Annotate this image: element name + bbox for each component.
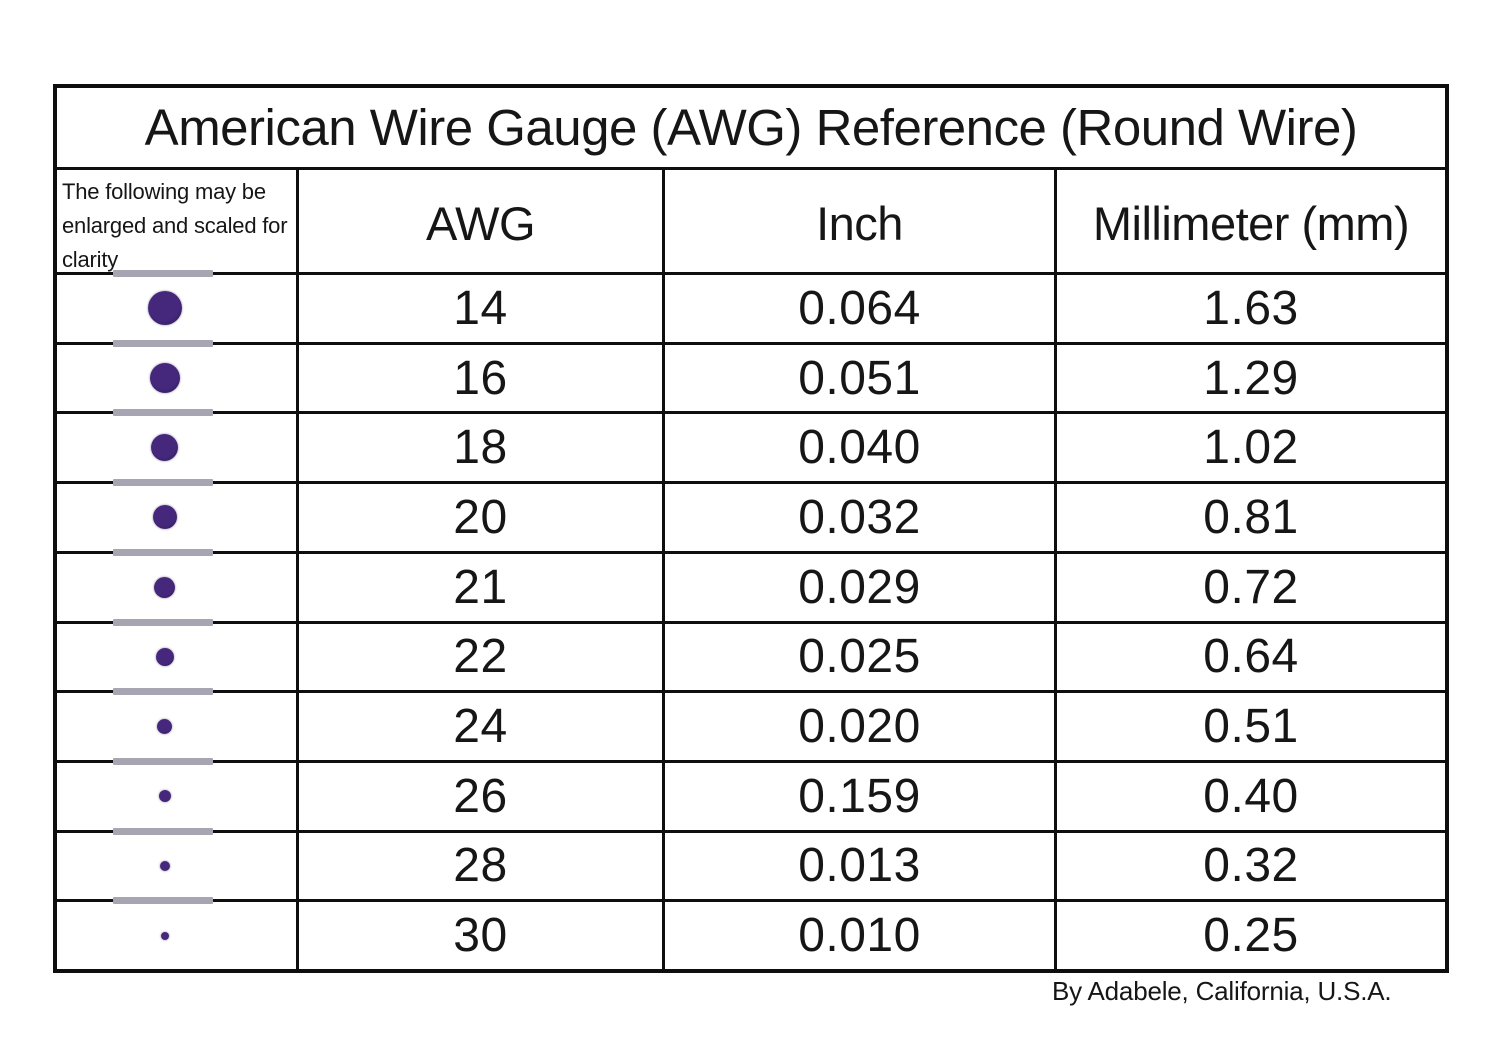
awg-value: 24 xyxy=(296,693,662,760)
wire-dot-cell xyxy=(57,548,296,621)
scan-artifact-line xyxy=(113,897,213,905)
table-header-row: The following may be enlarged and scaled… xyxy=(57,170,1445,277)
table-title: American Wire Gauge (AWG) Reference (Rou… xyxy=(57,88,1445,170)
table-row: 24 0.020 0.51 xyxy=(57,688,1445,760)
wire-size-dot xyxy=(152,505,177,530)
awg-value: 14 xyxy=(296,275,662,342)
mm-value: 0.72 xyxy=(1054,553,1445,621)
awg-value: 28 xyxy=(296,832,662,900)
inch-value: 0.020 xyxy=(662,693,1054,760)
inch-value: 0.032 xyxy=(662,484,1054,551)
mm-value: 0.81 xyxy=(1054,484,1445,551)
inch-value: 0.051 xyxy=(662,344,1054,412)
inch-value: 0.013 xyxy=(662,832,1054,900)
wire-size-dot xyxy=(158,790,171,803)
scan-artifact-line xyxy=(113,479,213,487)
table-row: 18 0.040 1.02 xyxy=(57,409,1445,482)
wire-size-dot xyxy=(151,434,178,462)
col-header-awg: AWG xyxy=(296,170,662,277)
mm-value: 1.02 xyxy=(1054,414,1445,482)
wire-dot-cell xyxy=(57,339,296,412)
scan-artifact-line xyxy=(113,270,213,277)
awg-value: 16 xyxy=(296,344,662,412)
mm-value: 0.40 xyxy=(1054,762,1445,830)
awg-value: 30 xyxy=(296,902,662,970)
awg-value: 22 xyxy=(296,623,662,691)
wire-dot-cell xyxy=(57,618,296,691)
awg-value: 20 xyxy=(296,484,662,551)
scan-artifact-line xyxy=(113,339,213,347)
table-row: 21 0.029 0.72 xyxy=(57,548,1445,621)
scan-artifact-line xyxy=(113,409,213,417)
awg-reference-table: American Wire Gauge (AWG) Reference (Rou… xyxy=(53,84,1449,973)
wire-size-dot xyxy=(159,860,170,871)
credit-text: By Adabele, California, U.S.A. xyxy=(1052,976,1392,1006)
scan-artifact-line xyxy=(113,618,213,626)
wire-size-dot xyxy=(147,291,182,326)
inch-value: 0.040 xyxy=(662,414,1054,482)
mm-value: 0.64 xyxy=(1054,623,1445,691)
wire-dot-cell xyxy=(57,757,296,830)
wire-dot-cell xyxy=(57,479,296,551)
wire-size-dot xyxy=(157,719,172,735)
scan-artifact-line xyxy=(113,757,213,765)
awg-value: 26 xyxy=(296,762,662,830)
wire-size-dot xyxy=(160,931,169,940)
table-row: 28 0.013 0.32 xyxy=(57,827,1445,900)
inch-value: 0.025 xyxy=(662,623,1054,691)
note-cell: The following may be enlarged and scaled… xyxy=(62,179,288,272)
col-header-inch: Inch xyxy=(662,170,1054,277)
mm-value: 0.51 xyxy=(1054,693,1445,760)
table-row: 30 0.010 0.25 xyxy=(57,897,1445,970)
wire-dot-cell xyxy=(57,827,296,900)
col-header-mm: Millimeter (mm) xyxy=(1054,170,1445,277)
awg-value: 18 xyxy=(296,414,662,482)
scan-artifact-line xyxy=(113,827,213,835)
inch-value: 0.010 xyxy=(662,902,1054,970)
wire-dot-cell xyxy=(57,688,296,760)
scan-artifact-line xyxy=(113,548,213,556)
table-row: 14 0.064 1.63 xyxy=(57,270,1445,342)
wire-size-dot xyxy=(155,647,174,666)
wire-size-dot xyxy=(149,363,180,394)
wire-dot-cell xyxy=(57,270,296,342)
table-row: 26 0.159 0.40 xyxy=(57,757,1445,830)
table-row: 16 0.051 1.29 xyxy=(57,339,1445,412)
table-row: 22 0.025 0.64 xyxy=(57,618,1445,691)
wire-dot-cell xyxy=(57,897,296,969)
wire-size-dot xyxy=(154,576,175,598)
mm-value: 0.32 xyxy=(1054,832,1445,900)
awg-value: 21 xyxy=(296,553,662,621)
scan-artifact-line xyxy=(113,688,213,696)
mm-value: 1.29 xyxy=(1054,344,1445,412)
mm-value: 1.63 xyxy=(1054,275,1445,342)
inch-value: 0.159 xyxy=(662,762,1054,830)
table-row: 20 0.032 0.81 xyxy=(57,479,1445,551)
inch-value: 0.064 xyxy=(662,275,1054,342)
mm-value: 0.25 xyxy=(1054,902,1445,970)
wire-dot-cell xyxy=(57,409,296,481)
inch-value: 0.029 xyxy=(662,553,1054,621)
